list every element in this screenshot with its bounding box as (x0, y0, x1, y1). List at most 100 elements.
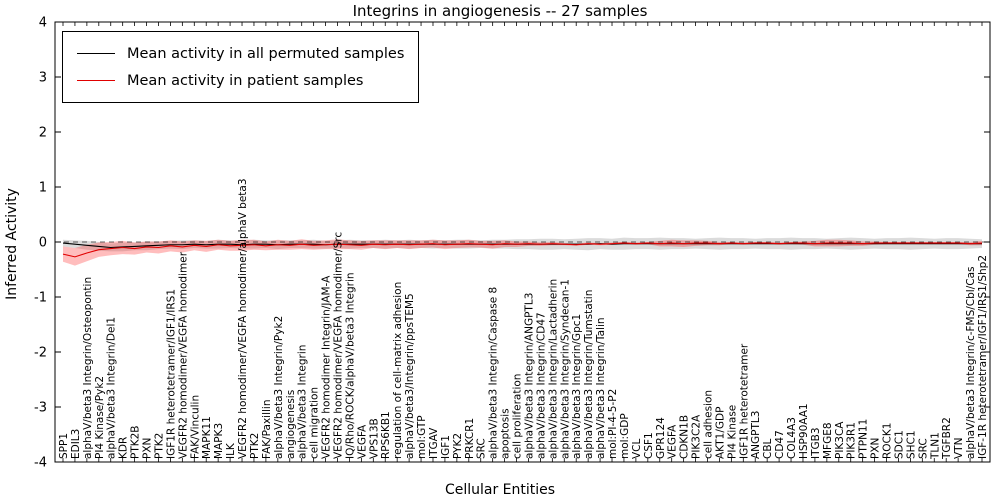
x-tick-label: cell migration (309, 387, 321, 459)
x-tick-label: KDR (118, 437, 130, 459)
legend-label-patient: Mean activity in patient samples (127, 72, 364, 89)
x-tick-label: MFGE8 (822, 422, 834, 459)
x-tick-label: TGFBR2 (941, 417, 953, 460)
x-tick-label: PIK3R1 (846, 422, 858, 459)
x-tick-label: CD47 (774, 430, 786, 459)
x-tick-label: PTPN11 (858, 419, 870, 459)
patient-mean-line (62, 242, 983, 258)
y-tick-label: 4 (39, 16, 47, 31)
x-tick-label: alphaV/beta3 Integrin/Lactadherin (547, 279, 559, 459)
x-tick-label: alphaV/beta3 Integrin/Osteopontin (82, 277, 94, 459)
x-tick-label: ANGPTL3 (750, 411, 762, 459)
chart-title: Integrins in angiogenesis -- 27 samples (352, 2, 648, 20)
y-tick-label: 2 (39, 126, 47, 141)
x-tick-label: ROCK1 (882, 423, 894, 459)
x-axis-label: Cellular Entities (444, 482, 556, 498)
x-tick-label: IGF1 (440, 435, 452, 459)
y-tick-label: 1 (39, 181, 47, 196)
legend-entry-permuted: Mean activity in all permuted samples (73, 40, 404, 67)
x-tick-label: PRKCR1 (464, 418, 476, 459)
x-tick-label: PTK2B (130, 425, 142, 459)
x-tick-label: CSF1 (643, 432, 655, 459)
x-tick-label: cell proliferation (512, 374, 524, 459)
x-tick-label: alphaV/beta3 Integrin/ANGPTL3 (523, 293, 535, 459)
x-tick-label: SPP1 (58, 433, 70, 459)
x-tick-label: mol:GDP (619, 413, 631, 459)
x-tick-label: CDKN1B (679, 415, 691, 459)
x-tick-label: CBL (762, 438, 774, 459)
x-tick-label: GPR124 (655, 417, 667, 459)
x-tick-label: alphaV/beta3 Integrin/Tumstatin (583, 290, 595, 459)
x-tick-label: alphaV/beta3 Integrin/Gpc1 (571, 314, 583, 459)
x-tick-label: COL4A3 (786, 417, 798, 459)
x-tick-label: RPS6KB1 (380, 411, 392, 459)
x-tick-label: VEGFR2 homodimer/VEGFA homodimer/Src (333, 232, 345, 459)
x-tick-label: TLN1 (929, 432, 941, 460)
x-tick-label: VTN (953, 438, 965, 459)
x-tick-label: alphaV/beta3 Integrin/CD47 (535, 312, 547, 459)
legend-entry-patient: Mean activity in patient samples (73, 67, 404, 94)
x-tick-label: alphaV/beta3 Integrin/c-FMS/Cbl/Cas (965, 267, 977, 460)
x-tick-label: PXN (870, 438, 882, 459)
x-tick-label: mol:GTP (416, 415, 428, 459)
x-tick-label: SRC (917, 438, 929, 459)
patient-line-sample (77, 80, 115, 81)
permuted-line-sample (77, 53, 115, 54)
x-tick-label: PIK3CA (834, 421, 846, 459)
x-tick-label: AKT1/GDP (714, 407, 726, 459)
y-tick-label: 3 (39, 71, 47, 86)
y-tick-label: -4 (34, 456, 47, 471)
x-tick-label: IQ/Rho/ROCK/alphaV/beta3 Integrin (344, 272, 356, 459)
y-axis-label: Inferred Activity (4, 188, 20, 300)
x-tick-label: apoptosis (500, 408, 512, 459)
x-tick-label: alphaV/beta3 Integrin/Pyk2 (273, 316, 285, 459)
y-tick-label: 0 (39, 236, 47, 251)
x-tick-label: ITGB3 (810, 427, 822, 459)
x-tick-label: IGF-1R heterotetramer/IGF1/IRS1/Shp2 (977, 255, 989, 459)
x-tick-label: PTK2 (153, 433, 165, 459)
x-tick-label: VEGFR2 homodimer/VEGFA homodimer/alphaV … (237, 178, 249, 459)
x-tick-label: IGF1R heterotetramer (738, 343, 750, 459)
x-tick-label: angiogenesis (285, 390, 297, 459)
x-tick-label: SHC1 (905, 430, 917, 459)
x-tick-label: MAPK3 (213, 423, 225, 459)
x-tick-label: IGF1R heterotetramer/IGF1/IRS1 (165, 289, 177, 459)
x-tick-label: MAPK11 (201, 416, 213, 459)
x-tick-label: alphaV/beta3 Integrin/Del1 (106, 317, 118, 459)
x-tick-label: VEGFR2 homodimer/VEGFA homodimer (177, 251, 189, 459)
x-tick-label: VPS13B (368, 418, 380, 459)
x-tick-label: SRC (476, 438, 488, 459)
x-tick-label: alphaV/beta3 Integrin/Caspase 8 (488, 287, 500, 459)
x-tick-label: cell adhesion (702, 390, 714, 459)
x-tick-label: ILK (225, 442, 237, 459)
x-tick-label: alphaV/beta3 Integrin/Talin (595, 317, 607, 459)
y-tick-label: -2 (34, 346, 47, 361)
x-tick-label: SDC1 (893, 430, 905, 459)
y-tick-label: -3 (34, 401, 47, 416)
x-tick-label: FAK/Paxillin (261, 399, 273, 459)
x-tick-label: HSP90AA1 (798, 403, 810, 459)
x-tick-label: alphaV/beta3 Integrin/Syndecan-1 (559, 279, 571, 459)
x-tick-label: alphaV/beta3/Integrin/ppsTEM5 (404, 293, 416, 459)
x-tick-label: VEGFA (356, 424, 368, 459)
patient-range-band (63, 239, 982, 266)
x-tick-label: PYK2 (452, 433, 464, 459)
legend: Mean activity in all permuted samples Me… (62, 31, 420, 103)
x-tick-label: EDIL3 (70, 429, 82, 459)
x-tick-label: VEGFA (667, 424, 679, 459)
x-tick-label: mol:PI-4-5-P2 (607, 389, 619, 459)
x-tick-label: PI4 Kinase/Pyk2 (94, 376, 106, 459)
x-tick-label: PI4 Kinase (726, 405, 738, 459)
x-tick-label: PIK3C2A (691, 414, 703, 459)
x-tick-label: regulation of cell-matrix adhesion (392, 282, 404, 459)
x-tick-label: PTK2 (249, 433, 261, 459)
x-tick-label: FAK/Vinculin (189, 395, 201, 459)
legend-label-permuted: Mean activity in all permuted samples (127, 45, 405, 62)
x-tick-label: VCL (631, 438, 643, 459)
x-tick-label: ITGAV (428, 427, 440, 459)
x-tick-label: PXN (142, 438, 154, 459)
y-tick-label: -1 (34, 291, 47, 306)
x-tick-label: VEGFR2 homodimer Integrin/JAM-A (321, 275, 333, 459)
